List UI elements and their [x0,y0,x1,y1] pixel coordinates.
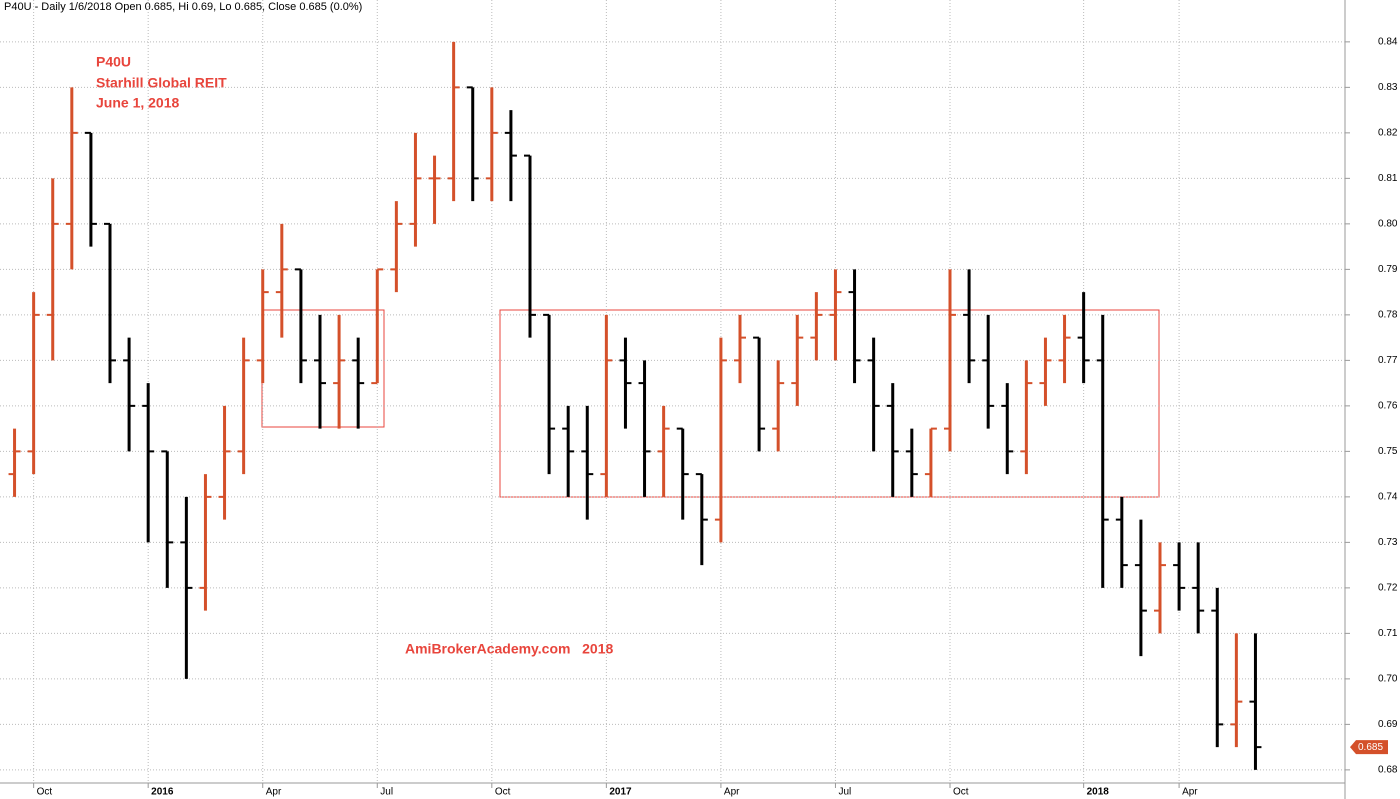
x-tick-label: 2017 [609,787,632,798]
header: P40U - Daily 1/6/2018 Open 0.685, Hi 0.6… [4,1,362,13]
y-tick-label: 0.68 [1378,765,1398,776]
x-tick-label: Jul [838,787,851,798]
y-tick-label: 0.80 [1378,219,1398,230]
y-tick-label: 0.83 [1378,82,1398,93]
y-tick-label: 0.73 [1378,537,1398,548]
x-tick-label: Oct [495,787,511,798]
annotation: P40U [96,54,131,70]
x-tick-label: Oct [953,787,969,798]
y-tick-label: 0.78 [1378,310,1398,321]
y-tick-label: 0.70 [1378,674,1398,685]
y-tick-label: 0.82 [1378,128,1398,139]
x-tick-label: 2018 [1087,787,1110,798]
x-tick-label: Jul [380,787,393,798]
x-tick-label: Apr [724,787,740,798]
x-tick-label: Apr [1182,787,1198,798]
y-tick-label: 0.79 [1378,264,1398,275]
y-tick-label: 0.74 [1378,492,1398,503]
y-tick-label: 0.75 [1378,446,1398,457]
y-tick-label: 0.69 [1378,719,1398,730]
y-tick-label: 0.72 [1378,583,1398,594]
y-tick-label: 0.76 [1378,401,1398,412]
range-box [261,309,385,428]
x-tick-label: 2016 [151,787,174,798]
x-tick-label: Apr [266,787,282,798]
y-tick-label: 0.71 [1378,628,1398,639]
last-price-tag [1350,740,1388,755]
y-tick-label: 0.84 [1378,37,1398,48]
annotation: June 1, 2018 [96,95,179,111]
y-tick-label: 0.81 [1378,173,1398,184]
annotation: Starhill Global REIT [96,75,227,91]
x-tick-label: Oct [37,787,53,798]
watermark: AmiBrokerAcademy.com 2018 [405,641,613,657]
range-box [499,309,1160,498]
y-tick-label: 0.77 [1378,355,1398,366]
last-price-label: 0.685 [1358,742,1383,753]
